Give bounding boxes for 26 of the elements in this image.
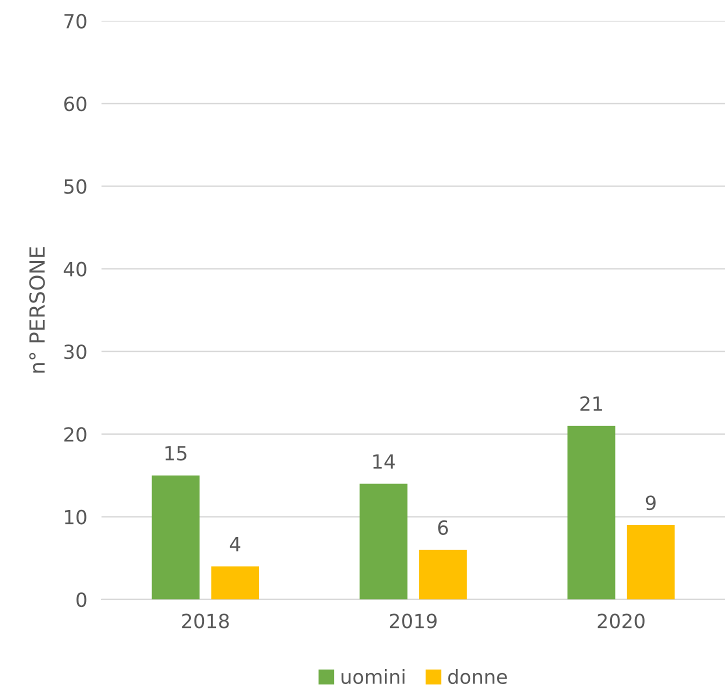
y-tick-label: 30 (64, 344, 86, 360)
data-label: 21 (580, 396, 602, 411)
x-tick-label: 2018 (182, 614, 229, 628)
y-axis-title: n° PERSONE (29, 247, 45, 373)
data-label: 6 (438, 520, 448, 535)
data-label: 4 (230, 537, 240, 552)
y-tick-label: 70 (64, 14, 86, 29)
data-label: 14 (373, 454, 395, 469)
x-tick-label: 2019 (390, 614, 437, 628)
bar (419, 550, 467, 600)
y-tick-label: 50 (64, 179, 86, 194)
legend-label: uomini (342, 668, 404, 684)
legend-label: donne (448, 668, 507, 684)
y-tick-label: 0 (76, 592, 86, 608)
y-tick-label: 60 (64, 96, 86, 112)
bar (360, 484, 408, 600)
bar (626, 525, 675, 600)
data-label: 9 (646, 495, 656, 510)
bar (567, 426, 616, 600)
y-tick-label: 20 (64, 427, 86, 442)
data-label: 15 (165, 446, 186, 461)
y-tick-label: 40 (64, 262, 86, 277)
bar (211, 566, 260, 600)
bar (152, 475, 200, 600)
x-tick-label: 2020 (598, 614, 645, 628)
y-tick-label: 10 (65, 510, 86, 524)
